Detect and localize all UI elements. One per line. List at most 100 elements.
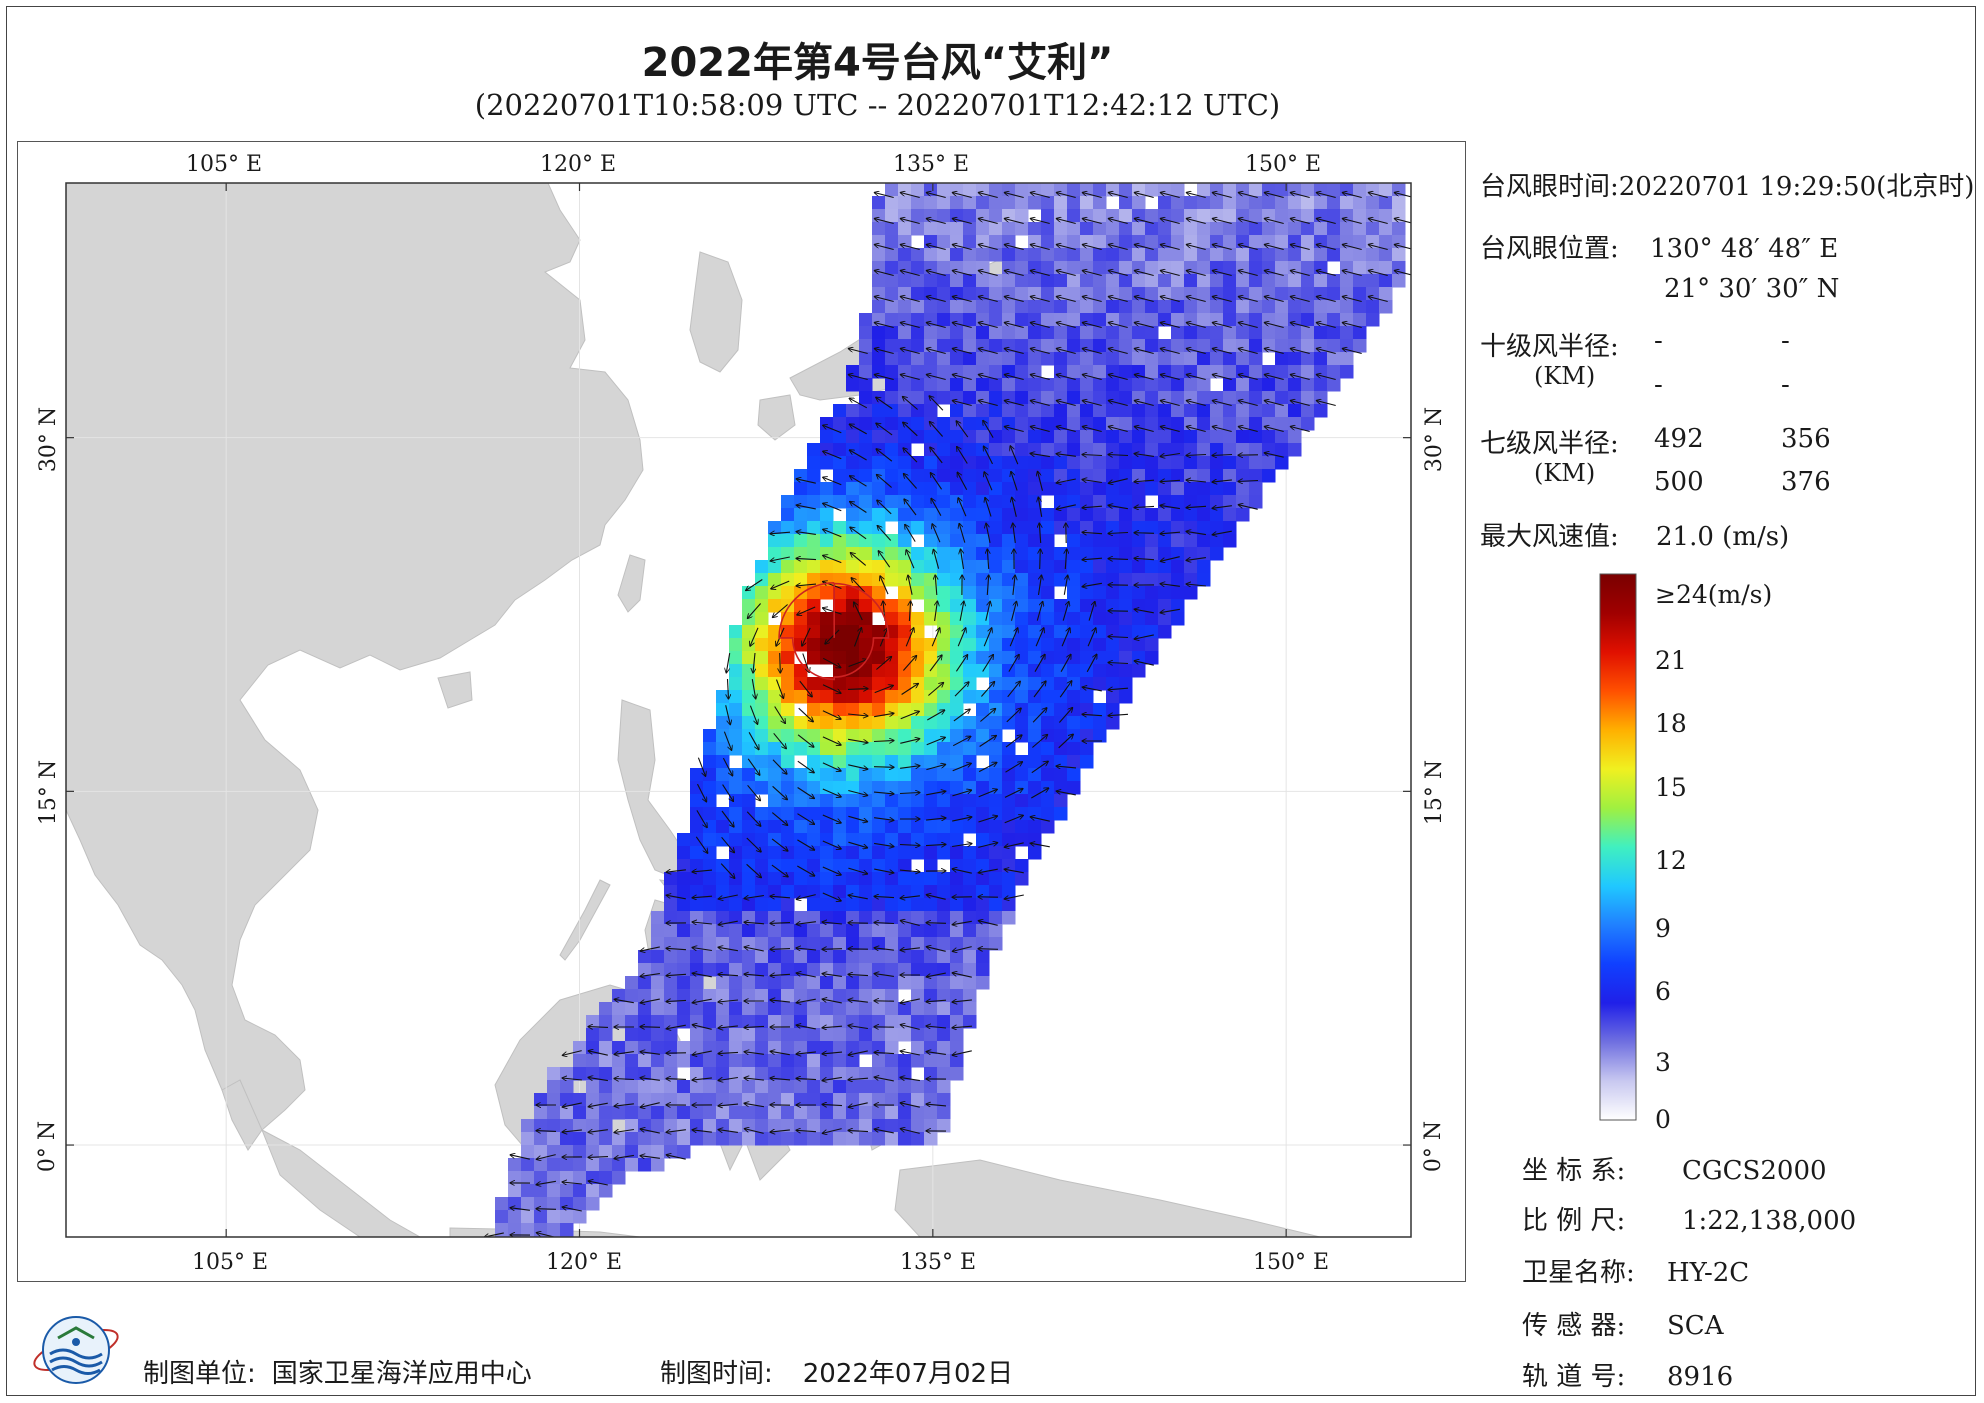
swath-cell [859,924,873,938]
swath-cell [820,768,834,782]
swath-cell [1197,560,1211,574]
swath-cell [885,664,899,678]
swath-cell [950,924,964,938]
swath-cell [781,521,795,535]
swath-cell [1054,625,1068,639]
swath-cell [729,1054,743,1068]
wind-arrow [1082,323,1102,329]
swath-cell [807,1132,821,1146]
swath-cell [898,950,912,964]
swath-cell [1301,183,1315,197]
swath-cell [950,820,964,834]
wind-arrow [926,972,946,977]
swath-cell [755,1093,769,1107]
wind-arrow [984,472,993,491]
swath-cell [742,1054,756,1068]
swath-cell [1158,352,1172,366]
swath-cell [534,1158,548,1172]
wind-arrow [718,974,739,975]
swath-cell [625,1041,639,1055]
swath-cell [768,625,782,639]
swath-cell [573,1106,587,1120]
swath-cell [729,677,743,691]
swath-cell [703,729,717,743]
swath-cell [1249,404,1263,418]
wind-arrow [1134,349,1154,355]
swath-cell [1093,495,1107,509]
swath-cell [755,911,769,925]
swath-cell [521,1158,535,1172]
swath-cell [846,378,860,392]
swath-cell [963,729,977,743]
swath-cell [1171,586,1185,600]
wind-arrow [1056,219,1076,225]
swath-cell [807,729,821,743]
swath-cell [664,1002,678,1016]
swath-cell [976,976,990,990]
swath-cell [768,963,782,977]
land-sumatra [261,1128,422,1237]
swath-cell [1054,404,1068,418]
wind-arrow [1134,533,1155,534]
swath-cell [911,1028,925,1042]
swath-cell [885,690,899,704]
wind-arrow [797,813,815,825]
swath-cell [1093,534,1107,548]
swath-cell [1015,378,1029,392]
swath-cell [937,313,951,327]
swath-cell [898,1002,912,1016]
wind-arrow [1108,663,1129,664]
swath-cell [768,1080,782,1094]
wind-arrow [1160,556,1180,562]
wind-arrow [1004,427,1024,433]
colorbar [1599,573,1637,1121]
swath-cell [1171,209,1185,223]
swath-cell [768,1028,782,1042]
swath-cell [768,898,782,912]
swath-cell [742,794,756,808]
swath-cell [911,768,925,782]
swath-cell [911,248,925,262]
swath-cell [937,573,951,587]
wind-arrow [953,709,970,722]
swath-cell [664,872,678,886]
swath-cell [1171,612,1185,626]
swath-cell [1028,326,1042,340]
swath-cell [1041,404,1055,418]
swath-cell [1067,261,1081,275]
swath-cell [1249,235,1263,249]
swath-cell [859,690,873,704]
swath-cell [1041,196,1055,210]
swath-cell [794,885,808,899]
swath-cell [833,443,847,457]
swath-cell [1106,430,1120,444]
swath-cell [872,690,886,704]
swath-cell [1002,222,1016,236]
swath-cell [768,1119,782,1133]
swath-cell [1106,248,1120,262]
wind-arrow [926,895,946,900]
swath-cell [1067,586,1081,600]
swath-cell [1262,430,1276,444]
swath-cell [885,846,899,860]
swath-cell [1067,664,1081,678]
wind-arrow [904,499,917,516]
wind-arrow [1004,297,1024,303]
swath-cell [1145,599,1159,613]
wind-arrow [902,656,916,671]
swath-cell [1093,443,1107,457]
swath-cell [950,768,964,782]
wind-arrow [562,1078,582,1080]
swath-cell [1028,820,1042,834]
swath-cell [664,950,678,964]
swath-cell [1132,196,1146,210]
wind-arrow [874,375,894,381]
swath-cell [1249,430,1263,444]
swath-cell [599,1067,613,1081]
swath-cell [937,898,951,912]
wind-arrow [983,628,992,647]
swath-cell [508,1184,522,1198]
swath-cell [1236,404,1250,418]
wind-arrow [796,973,816,978]
swath-cell [924,1132,938,1146]
